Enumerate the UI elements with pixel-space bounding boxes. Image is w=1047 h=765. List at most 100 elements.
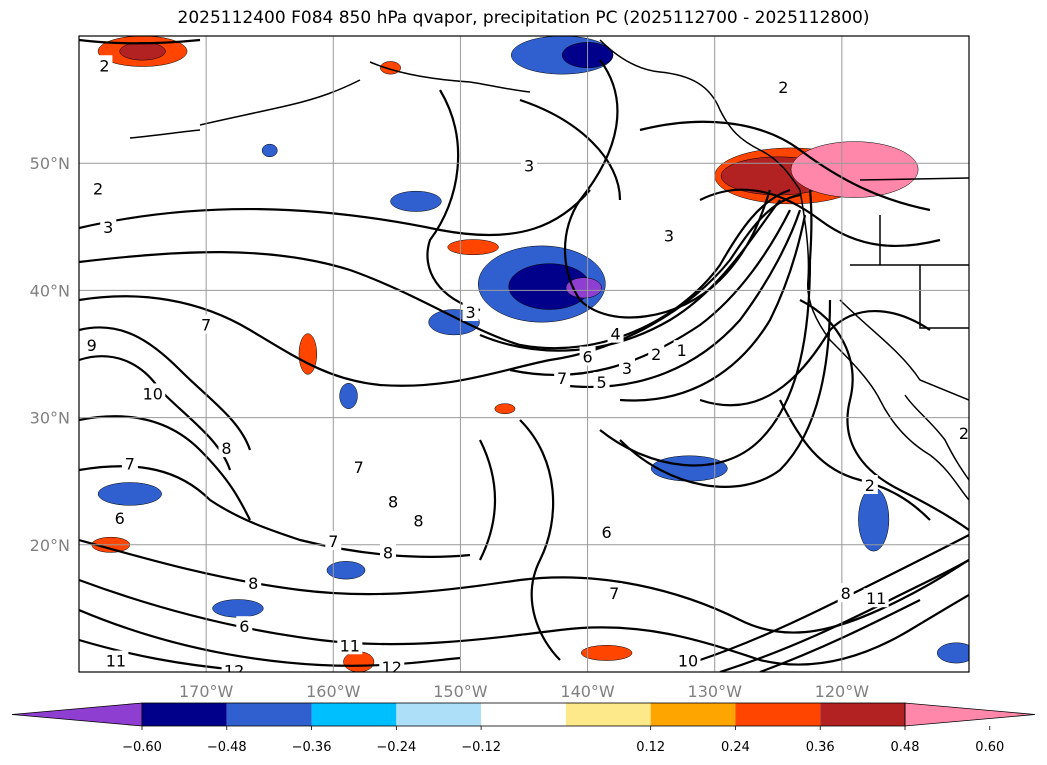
- contour-label-bg: [245, 572, 262, 592]
- colorbar: −0.60 −0.48 −0.36 −0.24 −0.12 0.12 0.24 0.36 0.4…: [11, 702, 1036, 755]
- contour-label: 11: [866, 589, 886, 608]
- lon-tick-label: 120°W: [815, 682, 870, 701]
- contour-label: 2: [778, 78, 788, 97]
- lat-tick-label: 40°N: [30, 281, 70, 300]
- contour-label-bg: [648, 344, 665, 363]
- precip-region: [390, 190, 442, 212]
- precip-region: [298, 333, 318, 375]
- lon-tick-label: 170°W: [179, 682, 234, 701]
- colorbar-segment: [820, 703, 905, 726]
- precip-region: [339, 383, 358, 409]
- colorbar-extend-low: [11, 702, 143, 727]
- contour-label-bg: [861, 475, 878, 495]
- contour-label: 3: [622, 359, 632, 378]
- contour-label-bg: [606, 583, 623, 603]
- colorbar-segment: [311, 703, 397, 726]
- contour-label-bg: [379, 656, 405, 672]
- contour-label-bg: [325, 530, 342, 550]
- contour-label: 8: [841, 584, 851, 603]
- colorbar-tick-label: −0.36: [292, 740, 332, 755]
- latitude-labels: 50°N 40°N 30°N 20°N: [30, 154, 70, 555]
- contour-label-bg: [83, 335, 100, 355]
- contour-label-bg: [554, 368, 571, 388]
- contour-label: 5: [596, 373, 606, 392]
- contour-label: 7: [125, 454, 135, 473]
- contour-label: 11: [340, 636, 360, 655]
- contour-label-bg: [579, 346, 596, 366]
- precip-region: [97, 482, 162, 506]
- contour-label: 3: [664, 227, 674, 246]
- contour-label-bg: [775, 76, 792, 96]
- contour-label: 2: [959, 424, 969, 443]
- colorbar-tick-label: 0.60: [975, 740, 1004, 755]
- contour-label: 7: [328, 532, 338, 551]
- contour-label-bg: [675, 650, 701, 670]
- contour-label-bg: [673, 340, 690, 360]
- contour-label: 8: [221, 439, 231, 458]
- colorbar-frame: [141, 702, 906, 727]
- colorbar-tick-label: 0.36: [806, 740, 835, 755]
- colorbar-segment: [565, 703, 651, 726]
- precip-region: [212, 599, 264, 618]
- contour-label-bg: [598, 522, 615, 542]
- contour-label: 7: [201, 316, 211, 335]
- colorbar-tick-label: 0.48: [891, 740, 920, 755]
- contour-label-bg: [462, 302, 479, 322]
- contour-label: 10: [143, 384, 163, 403]
- contour-label-bg: [218, 438, 235, 458]
- chart-title: 2025112400 F084 850 hPa qvapor, precipit…: [177, 8, 870, 28]
- contour-label-bg: [955, 422, 969, 442]
- contour-label-bg: [111, 508, 128, 528]
- contour-label: 11: [106, 652, 126, 671]
- precip-region: [119, 42, 166, 61]
- contour-label-bg: [379, 542, 396, 562]
- colorbar-segment: [226, 703, 312, 726]
- contour-label: 1: [677, 341, 687, 360]
- lon-tick-label: 160°W: [306, 682, 361, 701]
- colorbar-tick-label: −0.24: [376, 740, 416, 755]
- contour-label-bg: [121, 453, 138, 473]
- contour-label: 4: [610, 325, 620, 344]
- contour-label: 10: [678, 652, 698, 671]
- contour-label: 8: [383, 543, 393, 562]
- longitude-labels: 170°W 160°W 150°W 140°W 130°W 120°W: [179, 682, 869, 701]
- contour-label: 3: [524, 157, 534, 176]
- contour-label: 9: [87, 336, 97, 355]
- contour-label-bg: [607, 323, 624, 343]
- colorbar-extend-high: [904, 702, 1036, 727]
- contour-label-bg: [837, 583, 854, 603]
- contour-label: 6: [239, 617, 249, 636]
- contour-label-bg: [140, 383, 166, 403]
- colorbar-tick-label: −0.60: [122, 740, 162, 755]
- precip-region: [447, 239, 499, 256]
- lat-tick-label: 30°N: [30, 409, 70, 428]
- colorbar-segment: [481, 703, 566, 726]
- contour-label-bg: [521, 155, 538, 175]
- qvapor-contour-lines: [79, 38, 969, 672]
- contour-label: 2: [865, 476, 875, 495]
- contour-label: 2: [93, 180, 103, 199]
- contour-label-bg: [236, 616, 253, 636]
- colorbar-segment: [396, 703, 482, 726]
- precip-region: [936, 642, 969, 664]
- contour-label: 7: [557, 369, 567, 388]
- contour-label: 12: [224, 662, 244, 681]
- contour-label-bg: [385, 491, 402, 511]
- coastline-layer: [129, 39, 969, 501]
- lon-tick-label: 140°W: [560, 682, 615, 701]
- contour-label: 8: [248, 574, 258, 593]
- precip-region: [790, 141, 919, 198]
- lat-tick-label: 50°N: [30, 154, 70, 173]
- lat-tick-label: 20°N: [30, 536, 70, 555]
- contour-label: 6: [115, 509, 125, 528]
- contour-label-bg: [593, 371, 610, 391]
- contour-label-bg: [337, 635, 363, 655]
- precip-region: [494, 403, 516, 415]
- contour-label: 12: [382, 658, 402, 677]
- contour-label-bg: [96, 55, 113, 75]
- map-frame: [78, 35, 970, 673]
- colorbar-tick-label: −0.12: [461, 740, 501, 755]
- precip-region: [261, 143, 278, 158]
- contour-label-bg: [618, 357, 635, 377]
